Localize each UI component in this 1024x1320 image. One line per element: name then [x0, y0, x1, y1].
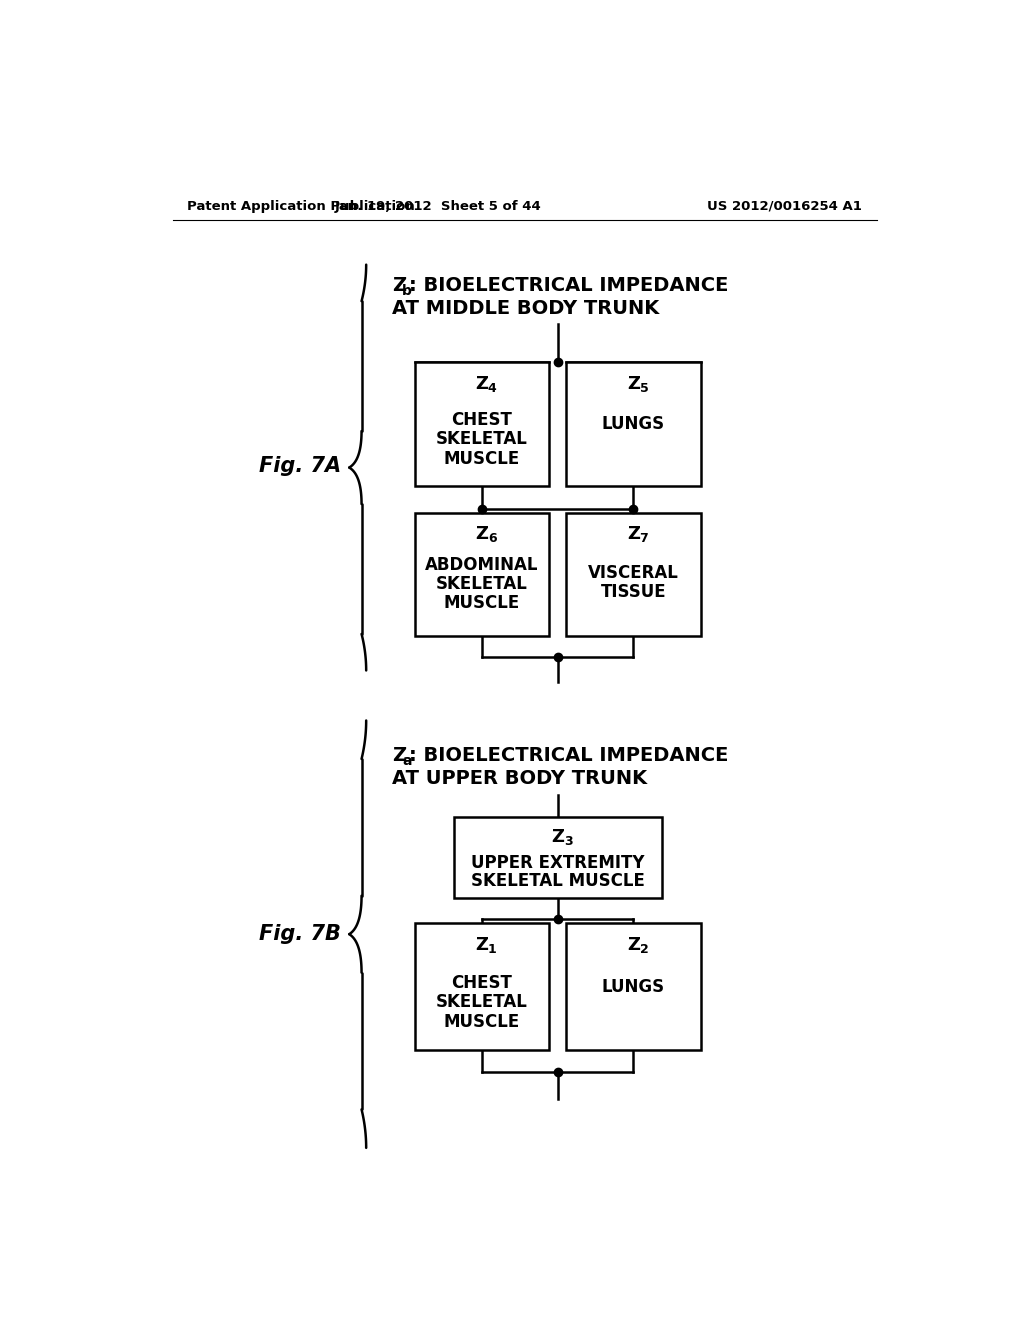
- Bar: [454, 817, 662, 898]
- Text: 1: 1: [487, 942, 497, 956]
- Text: Z: Z: [627, 375, 640, 393]
- Text: AT MIDDLE BODY TRUNK: AT MIDDLE BODY TRUNK: [392, 300, 659, 318]
- Bar: [566, 363, 701, 486]
- Text: UPPER EXTREMITY: UPPER EXTREMITY: [471, 854, 645, 873]
- Text: ABDOMINAL: ABDOMINAL: [425, 556, 539, 574]
- Text: b: b: [402, 284, 413, 298]
- Text: 2: 2: [640, 942, 648, 956]
- Text: VISCERAL: VISCERAL: [588, 564, 679, 582]
- Text: a: a: [402, 754, 412, 767]
- Text: LUNGS: LUNGS: [602, 978, 665, 995]
- Text: LUNGS: LUNGS: [602, 414, 665, 433]
- Text: US 2012/0016254 A1: US 2012/0016254 A1: [708, 199, 862, 213]
- Bar: [415, 923, 550, 1051]
- Text: SKELETAL: SKELETAL: [436, 430, 527, 449]
- Text: MUSCLE: MUSCLE: [443, 594, 520, 612]
- Text: SKELETAL MUSCLE: SKELETAL MUSCLE: [471, 873, 645, 891]
- Text: CHEST: CHEST: [452, 974, 512, 993]
- Text: MUSCLE: MUSCLE: [443, 1012, 520, 1031]
- Text: Z: Z: [475, 936, 488, 953]
- Bar: [566, 923, 701, 1051]
- Text: 4: 4: [487, 381, 497, 395]
- Text: : BIOELECTRICAL IMPEDANCE: : BIOELECTRICAL IMPEDANCE: [409, 746, 728, 764]
- Text: Patent Application Publication: Patent Application Publication: [186, 199, 415, 213]
- Text: 6: 6: [487, 532, 497, 545]
- Text: Fig. 7A: Fig. 7A: [259, 457, 341, 477]
- Bar: [415, 363, 550, 486]
- Text: 3: 3: [564, 834, 572, 847]
- Text: 7: 7: [640, 532, 648, 545]
- Text: SKELETAL: SKELETAL: [436, 994, 527, 1011]
- Bar: [566, 512, 701, 636]
- Text: 5: 5: [640, 381, 648, 395]
- Text: MUSCLE: MUSCLE: [443, 450, 520, 467]
- Text: SKELETAL: SKELETAL: [436, 576, 527, 593]
- Text: AT UPPER BODY TRUNK: AT UPPER BODY TRUNK: [392, 768, 647, 788]
- Text: : BIOELECTRICAL IMPEDANCE: : BIOELECTRICAL IMPEDANCE: [409, 276, 728, 294]
- Text: Z: Z: [392, 276, 407, 294]
- Bar: [415, 512, 550, 636]
- Text: Z: Z: [552, 828, 564, 846]
- Text: Fig. 7B: Fig. 7B: [259, 924, 341, 944]
- Text: Jan. 19, 2012  Sheet 5 of 44: Jan. 19, 2012 Sheet 5 of 44: [335, 199, 542, 213]
- Text: Z: Z: [392, 746, 407, 764]
- Text: Z: Z: [475, 375, 488, 393]
- Text: Z: Z: [475, 525, 488, 543]
- Text: Z: Z: [627, 936, 640, 953]
- Text: TISSUE: TISSUE: [600, 583, 667, 601]
- Text: Z: Z: [627, 525, 640, 543]
- Text: CHEST: CHEST: [452, 412, 512, 429]
